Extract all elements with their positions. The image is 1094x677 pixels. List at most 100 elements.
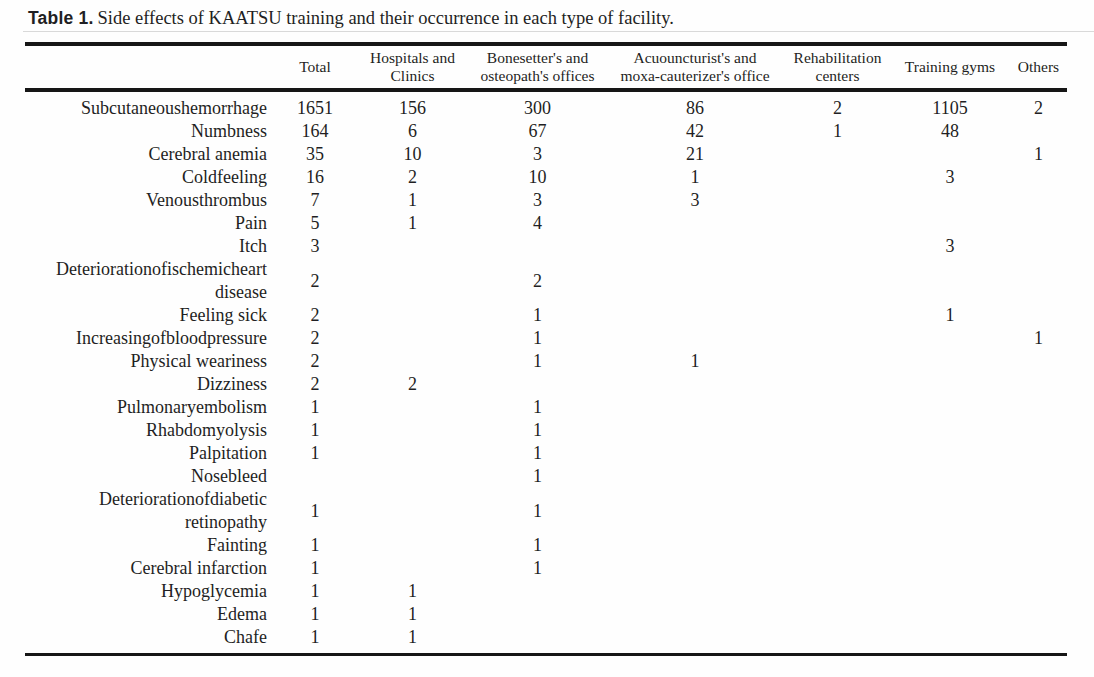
count-total: 2 [275, 350, 355, 373]
count-bonesetters [470, 235, 605, 258]
table-row: Feeling sick211 [25, 304, 1067, 327]
count-acupuncturists [605, 488, 785, 534]
count-acupuncturists [605, 396, 785, 419]
count-others [1010, 534, 1067, 557]
side-effect-label: Deteriorationofischemicheart disease [25, 258, 275, 304]
count-rehabilitation [785, 350, 890, 373]
count-rehabilitation [785, 304, 890, 327]
count-rehabilitation [785, 235, 890, 258]
table-row: Palpitation11 [25, 442, 1067, 465]
count-bonesetters: 3 [470, 143, 605, 166]
count-acupuncturists [605, 327, 785, 350]
count-gyms [890, 396, 1010, 419]
count-total: 1 [275, 626, 355, 655]
count-others [1010, 120, 1067, 143]
count-gyms [890, 373, 1010, 396]
count-hospitals [355, 396, 470, 419]
count-rehabilitation [785, 442, 890, 465]
side-effect-label: Physical weariness [25, 350, 275, 373]
count-gyms [890, 258, 1010, 304]
table-row: Chafe11 [25, 626, 1067, 655]
side-effect-label: Cerebral anemia [25, 143, 275, 166]
table-caption-text: Side effects of KAATSU training and thei… [97, 8, 673, 28]
table-row: Rhabdomyolysis11 [25, 419, 1067, 442]
count-hospitals [355, 488, 470, 534]
side-effect-label: Coldfeeling [25, 166, 275, 189]
count-bonesetters: 1 [470, 442, 605, 465]
count-gyms [890, 603, 1010, 626]
side-effect-label: Chafe [25, 626, 275, 655]
table-body: Subcutaneoushemorrhage165115630086211052… [25, 90, 1067, 655]
count-gyms: 3 [890, 235, 1010, 258]
count-gyms [890, 488, 1010, 534]
count-hospitals [355, 258, 470, 304]
side-effect-label: Rhabdomyolysis [25, 419, 275, 442]
count-total: 2 [275, 373, 355, 396]
column-header-others: Others [1010, 44, 1067, 90]
count-total: 1 [275, 534, 355, 557]
count-rehabilitation [785, 419, 890, 442]
count-total: 5 [275, 212, 355, 235]
table-row: Cerebral infarction11 [25, 557, 1067, 580]
side-effect-label: Venousthrombus [25, 189, 275, 212]
table-row: Itch33 [25, 235, 1067, 258]
count-bonesetters: 1 [470, 350, 605, 373]
count-gyms [890, 143, 1010, 166]
table-row: Pain514 [25, 212, 1067, 235]
count-acupuncturists: 42 [605, 120, 785, 143]
count-acupuncturists: 1 [605, 350, 785, 373]
count-acupuncturists [605, 258, 785, 304]
count-acupuncturists [605, 442, 785, 465]
count-hospitals [355, 534, 470, 557]
count-rehabilitation [785, 580, 890, 603]
side-effect-label: Numbness [25, 120, 275, 143]
count-acupuncturists [605, 580, 785, 603]
table-row: Subcutaneoushemorrhage165115630086211052 [25, 90, 1067, 120]
count-gyms [890, 350, 1010, 373]
count-acupuncturists [605, 626, 785, 655]
side-effect-label: Subcutaneoushemorrhage [25, 90, 275, 120]
count-gyms: 48 [890, 120, 1010, 143]
count-total: 16 [275, 166, 355, 189]
side-effect-label: Palpitation [25, 442, 275, 465]
count-others [1010, 396, 1067, 419]
column-header-bonesetters: Bonesetter's and osteopath's offices [470, 44, 605, 90]
column-header-rehabilitation: Rehabilitation centers [785, 44, 890, 90]
table-row: Physical weariness2 11 [25, 350, 1067, 373]
count-hospitals [355, 350, 470, 373]
table-row: Nosebleed1 [25, 465, 1067, 488]
table-row: Deteriorationofdiabetic retinopathy11 [25, 488, 1067, 534]
count-gyms [890, 442, 1010, 465]
count-acupuncturists [605, 465, 785, 488]
count-acupuncturists [605, 373, 785, 396]
count-gyms: 3 [890, 166, 1010, 189]
count-gyms [890, 626, 1010, 655]
table-number: Table 1. [28, 8, 93, 28]
side-effect-label: Pain [25, 212, 275, 235]
count-bonesetters: 1 [470, 488, 605, 534]
side-effect-label: Increasingofbloodpressure [25, 327, 275, 350]
table-row: Venousthrombus7133 [25, 189, 1067, 212]
count-rehabilitation [785, 327, 890, 350]
count-rehabilitation [785, 557, 890, 580]
count-gyms [890, 580, 1010, 603]
count-rehabilitation [785, 143, 890, 166]
count-acupuncturists [605, 603, 785, 626]
count-hospitals [355, 419, 470, 442]
count-rehabilitation [785, 534, 890, 557]
count-others [1010, 304, 1067, 327]
table-row: Pulmonaryembolism11 [25, 396, 1067, 419]
count-hospitals: 1 [355, 580, 470, 603]
count-others [1010, 603, 1067, 626]
count-others [1010, 557, 1067, 580]
table-row: Increasingofbloodpressure211 [25, 327, 1067, 350]
count-bonesetters: 300 [470, 90, 605, 120]
count-others [1010, 258, 1067, 304]
count-gyms [890, 534, 1010, 557]
count-total [275, 465, 355, 488]
count-others [1010, 580, 1067, 603]
count-rehabilitation [785, 189, 890, 212]
count-bonesetters [470, 580, 605, 603]
count-total: 1 [275, 419, 355, 442]
count-rehabilitation [785, 396, 890, 419]
